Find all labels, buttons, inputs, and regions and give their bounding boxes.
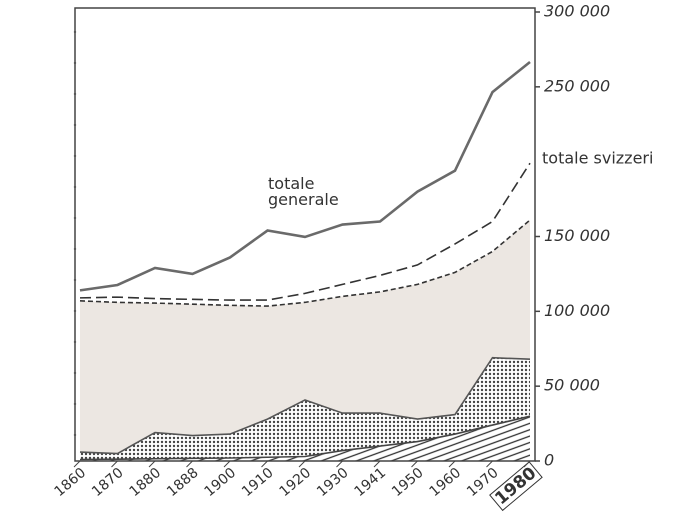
series-line (79, 415, 531, 461)
x-tick (523, 460, 531, 468)
x-tick-label: 1880 (127, 465, 165, 500)
x-tick-label: 1888 (164, 465, 202, 500)
axis-dot (73, 185, 77, 189)
x-tick-label: 1910 (239, 465, 277, 500)
x-tick (261, 460, 268, 468)
x-tick-label: 1980 (491, 463, 540, 509)
x-tick-label: 1930 (314, 465, 352, 500)
highlight-box (489, 461, 543, 512)
area (80, 357, 530, 461)
axis-dot (73, 247, 77, 251)
axis-dot (73, 61, 77, 65)
series-line (79, 219, 531, 307)
x-tick (298, 460, 306, 468)
series-line (79, 356, 531, 455)
axis-dot (73, 216, 77, 220)
y-tick-label: 300 000 (544, 2, 610, 21)
area (80, 416, 530, 461)
x-tick (223, 460, 231, 468)
x-tick-label: 1941 (352, 465, 390, 500)
x-tick-label: 1960 (427, 465, 465, 500)
x-tick-label: 1860 (52, 465, 90, 500)
axis-dot (73, 433, 77, 437)
axis-dot (73, 123, 77, 127)
y-tick-label: 150 000 (544, 226, 610, 245)
x-tick (486, 460, 493, 468)
series-label: totale svizzeri (542, 149, 653, 168)
series-line (79, 162, 531, 301)
area (80, 220, 530, 461)
axis-dot (73, 30, 77, 34)
axis-dot (73, 371, 77, 375)
x-tick-label: 1900 (202, 465, 240, 500)
y-tick-label: 100 000 (544, 301, 610, 320)
x-tick-label: 1870 (89, 465, 127, 500)
axis-dot (73, 154, 77, 158)
axis-dot (73, 309, 77, 313)
x-tick (73, 460, 81, 468)
y-tick-label: 50 000 (544, 376, 600, 395)
x-tick (336, 460, 343, 468)
x-tick (448, 460, 456, 468)
axis-dot (73, 92, 77, 96)
x-tick (148, 460, 156, 468)
x-tick (373, 460, 381, 468)
series-label: totale generale (268, 174, 339, 209)
series-line (79, 60, 531, 292)
x-tick (411, 460, 418, 468)
x-tick-label: 1950 (389, 465, 427, 500)
axis-dot (73, 340, 77, 344)
y-tick-label: 250 000 (544, 76, 610, 95)
y-tick-label: 0 (544, 451, 554, 470)
axis-dot (73, 278, 77, 282)
x-tick (186, 460, 193, 468)
x-tick-label: 1920 (277, 465, 315, 500)
x-tick (111, 460, 118, 468)
axis-dot (73, 402, 77, 406)
